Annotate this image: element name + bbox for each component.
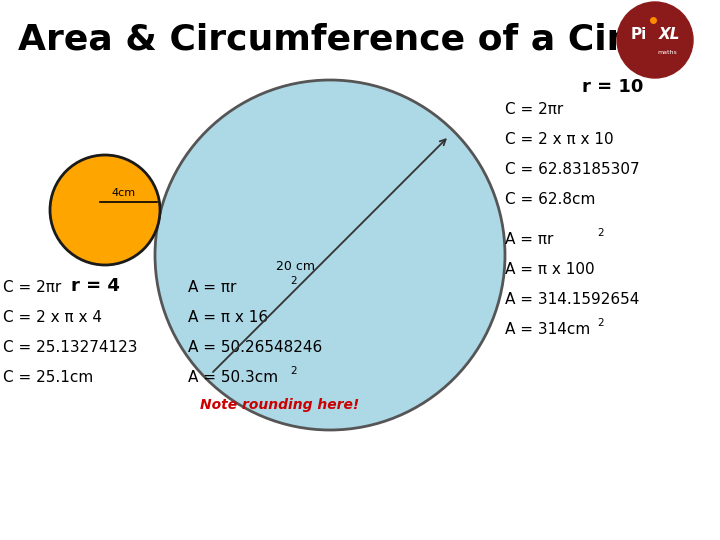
Text: C = 62.8cm: C = 62.8cm bbox=[505, 192, 595, 207]
Text: C = 25.13274123: C = 25.13274123 bbox=[3, 340, 138, 355]
Text: r = 10: r = 10 bbox=[582, 78, 644, 96]
Text: Pi: Pi bbox=[631, 26, 647, 42]
Text: C = 2 x π x 4: C = 2 x π x 4 bbox=[3, 310, 102, 325]
Text: A = 50.3cm: A = 50.3cm bbox=[188, 370, 278, 385]
Circle shape bbox=[155, 80, 505, 430]
Text: C = 2 x π x 10: C = 2 x π x 10 bbox=[505, 132, 613, 147]
Text: A = πr: A = πr bbox=[188, 280, 236, 295]
Text: r = 4: r = 4 bbox=[71, 277, 120, 295]
Text: A = 314cm: A = 314cm bbox=[505, 322, 590, 337]
Text: 2: 2 bbox=[597, 318, 603, 328]
Text: A = π x 100: A = π x 100 bbox=[505, 262, 595, 277]
Text: XL: XL bbox=[659, 26, 680, 42]
Text: 20 cm: 20 cm bbox=[276, 260, 315, 273]
Text: A = 314.1592654: A = 314.1592654 bbox=[505, 292, 639, 307]
Text: C = 2πr: C = 2πr bbox=[505, 102, 563, 117]
Text: 2: 2 bbox=[290, 366, 297, 376]
Text: 2: 2 bbox=[597, 228, 603, 238]
Text: Area & Circumference of a Circle: Area & Circumference of a Circle bbox=[18, 22, 683, 56]
Text: A = 50.26548246: A = 50.26548246 bbox=[188, 340, 323, 355]
Text: Note rounding here!: Note rounding here! bbox=[200, 398, 359, 412]
Text: A = πr: A = πr bbox=[505, 232, 554, 247]
Text: 4cm: 4cm bbox=[111, 188, 135, 198]
Text: 2: 2 bbox=[290, 276, 297, 286]
Circle shape bbox=[617, 2, 693, 78]
Text: C = 62.83185307: C = 62.83185307 bbox=[505, 162, 639, 177]
Text: maths: maths bbox=[657, 50, 677, 55]
Text: A = π x 16: A = π x 16 bbox=[188, 310, 268, 325]
Text: C = 2πr: C = 2πr bbox=[3, 280, 61, 295]
Text: C = 25.1cm: C = 25.1cm bbox=[3, 370, 94, 385]
Circle shape bbox=[50, 155, 160, 265]
